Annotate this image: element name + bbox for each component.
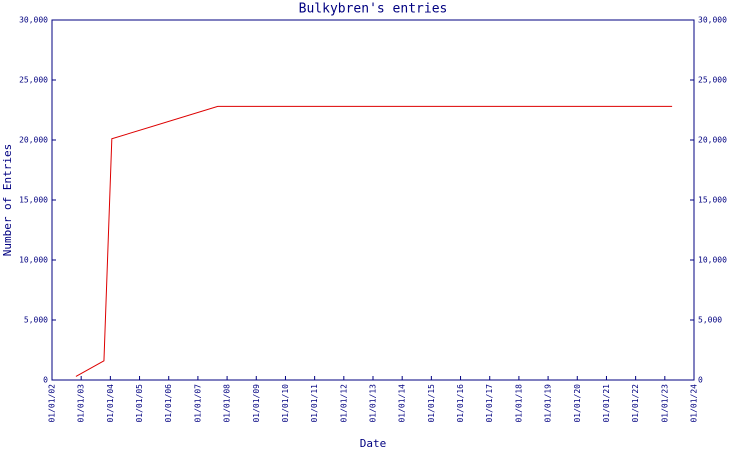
x-tick-label: 01/01/16: [456, 384, 465, 423]
y2-tick-label: 0: [698, 376, 703, 385]
x-tick-label: 01/01/17: [485, 384, 494, 423]
y2-tick-label: 30,000: [698, 16, 727, 25]
x-tick-label: 01/01/02: [48, 384, 57, 423]
chart-title: Bulkybren's entries: [299, 2, 448, 17]
x-tick-label: 01/01/14: [398, 384, 407, 423]
x-axis-label: Date: [360, 437, 387, 450]
y-tick-label: 30,000: [19, 16, 48, 25]
x-tick-label: 01/01/24: [690, 384, 699, 423]
x-tick-label: 01/01/21: [602, 384, 611, 423]
y-tick-label: 25,000: [19, 76, 48, 85]
x-tick-label: 01/01/19: [544, 384, 553, 423]
y-axis-label: Number of Entries: [1, 144, 14, 257]
x-tick-label: 01/01/22: [631, 384, 640, 423]
y-tick-label: 10,000: [19, 256, 48, 265]
y2-tick-label: 25,000: [698, 76, 727, 85]
y-tick-label: 0: [43, 376, 48, 385]
y2-tick-label: 20,000: [698, 136, 727, 145]
x-tick-label: 01/01/18: [514, 384, 523, 423]
x-tick-label: 01/01/08: [223, 384, 232, 423]
x-tick-label: 01/01/03: [77, 384, 86, 423]
x-tick-label: 01/01/06: [164, 384, 173, 423]
y2-tick-label: 10,000: [698, 256, 727, 265]
data-line: [75, 105, 673, 377]
x-tick-label: 01/01/11: [310, 384, 319, 423]
x-tick-label: 01/01/09: [252, 384, 261, 423]
y-tick-label: 5,000: [24, 316, 48, 325]
y2-tick-label: 15,000: [698, 196, 727, 205]
plot-frame: [51, 19, 695, 381]
x-tick-label: 01/01/23: [660, 384, 669, 423]
x-tick-label: 01/01/05: [135, 384, 144, 423]
x-tick-label: 01/01/07: [193, 384, 202, 423]
y2-tick-label: 5,000: [698, 316, 722, 325]
x-tick-label: 01/01/10: [281, 384, 290, 423]
y-tick-label: 20,000: [19, 136, 48, 145]
y-tick-label: 15,000: [19, 196, 48, 205]
x-tick-label: 01/01/13: [369, 384, 378, 423]
x-tick-label: 01/01/20: [573, 384, 582, 423]
x-tick-label: 01/01/12: [339, 384, 348, 423]
x-tick-label: 01/01/04: [106, 384, 115, 423]
x-tick-label: 01/01/15: [427, 384, 436, 423]
